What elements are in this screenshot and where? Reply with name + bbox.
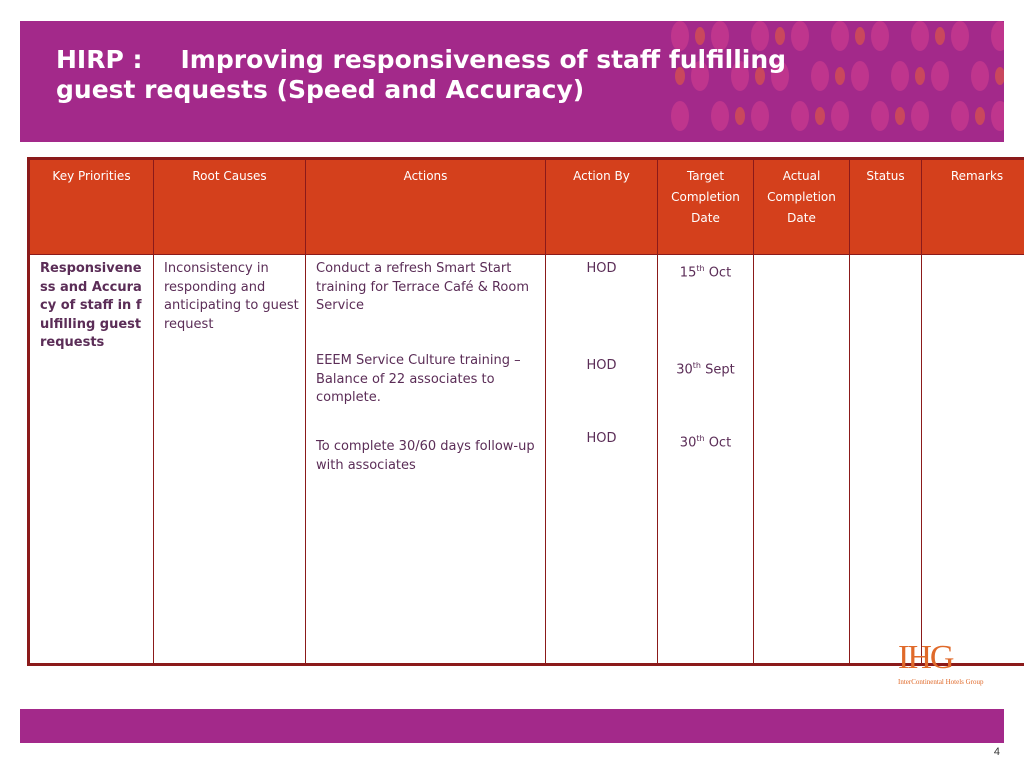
column-header-key-priorities: Key Priorities	[28, 158, 154, 255]
target-date: 15th Oct	[679, 264, 732, 281]
action-by-item: HOD	[586, 358, 617, 373]
title-prefix: HIRP :	[56, 45, 143, 74]
action-by-item: HOD	[586, 431, 617, 446]
table-row: Responsiveness and Accuracy of staff in …	[28, 254, 1024, 665]
column-header-actual-completion-date: Actual Completion Date	[753, 158, 850, 255]
column-header-remarks: Remarks	[921, 158, 1024, 255]
action-item: EEEM Service Culture training – Balance …	[316, 353, 521, 405]
target-date: 30th Oct	[679, 434, 732, 451]
footer-bar	[20, 709, 1004, 743]
target-date: 30th Sept	[676, 361, 735, 378]
ihg-logo: IHG InterContinental Hotels Group	[898, 640, 998, 688]
action-by-item: HOD	[586, 261, 617, 276]
column-header-target-completion-date: Target Completion Date	[657, 158, 754, 255]
title-main: Improving responsiveness of staff fulfil…	[180, 45, 787, 74]
column-header-status: Status	[849, 158, 922, 255]
column-header-root-causes: Root Causes	[153, 158, 306, 255]
table-header-row: Key Priorities Root Causes Actions Actio…	[28, 158, 1024, 255]
target-date-cell: 15th Oct 30th Sept 30th Oct	[657, 254, 754, 665]
key-priority-cell: Responsiveness and Accuracy of staff in …	[28, 254, 154, 665]
column-header-action-by: Action By	[545, 158, 658, 255]
root-cause-cell: Inconsistency in responding and anticipa…	[153, 254, 306, 665]
action-by-cell: HOD HOD HOD	[545, 254, 658, 665]
title-line2: guest requests (Speed and Accuracy)	[56, 75, 585, 104]
title-banner: HIRP : Improving responsiveness of staff …	[20, 21, 1004, 142]
column-header-actions: Actions	[305, 158, 546, 255]
remarks-cell	[921, 254, 1024, 665]
logo-mark: IHG	[898, 639, 954, 676]
action-plan-table: Key Priorities Root Causes Actions Actio…	[27, 157, 1024, 666]
page-number: 4	[993, 746, 1000, 758]
page-title: HIRP : Improving responsiveness of staff …	[56, 45, 916, 105]
actions-cell: Conduct a refresh Smart Start training f…	[305, 254, 546, 665]
action-item: Conduct a refresh Smart Start training f…	[316, 261, 529, 313]
action-item: To complete 30/60 days follow-up with as…	[316, 439, 535, 473]
logo-tagline: InterContinental Hotels Group	[898, 678, 984, 686]
status-cell	[849, 254, 922, 665]
decorative-pattern	[671, 21, 1004, 131]
actual-date-cell	[753, 254, 850, 665]
